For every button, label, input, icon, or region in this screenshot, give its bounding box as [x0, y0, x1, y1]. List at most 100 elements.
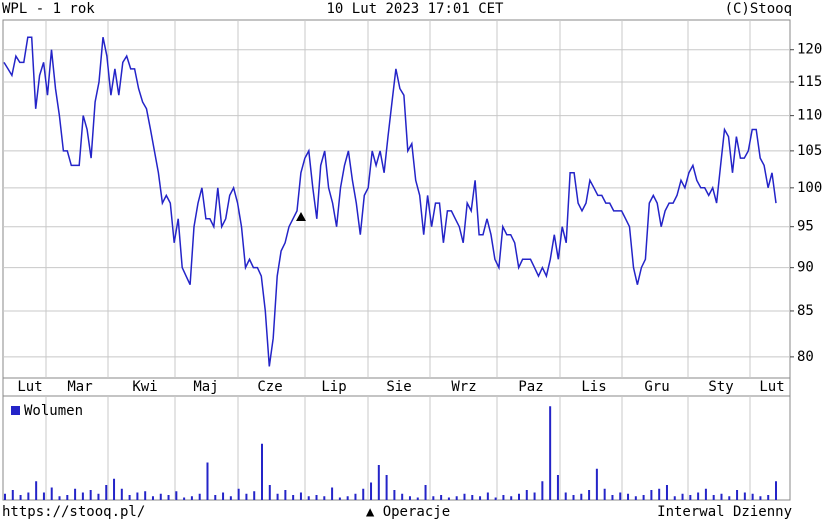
- volume-bar: [720, 493, 723, 500]
- volume-bar: [549, 406, 552, 500]
- volume-bar: [97, 493, 100, 500]
- volume-bar: [743, 492, 746, 500]
- volume-bar: [673, 496, 676, 500]
- volume-bar: [681, 493, 684, 500]
- volume-bar: [393, 490, 396, 500]
- footer-interval: Interwal Dzienny: [657, 504, 792, 520]
- volume-bar: [595, 468, 598, 500]
- volume-bar: [665, 485, 668, 500]
- volume-bar: [588, 490, 591, 500]
- volume-bar: [128, 495, 131, 500]
- legend-swatch: [11, 406, 20, 415]
- month-label: Sty: [708, 379, 733, 395]
- volume-bar: [759, 496, 762, 500]
- volume-bar: [712, 495, 715, 500]
- volume-bar: [346, 496, 349, 500]
- month-label: Lut: [759, 379, 784, 395]
- volume-bar: [229, 496, 232, 500]
- volume-bar: [89, 490, 92, 500]
- volume-bar: [206, 462, 209, 500]
- volume-bar: [767, 495, 770, 500]
- volume-bar: [198, 493, 201, 500]
- volume-bar: [689, 495, 692, 500]
- volume-bar: [315, 495, 318, 500]
- volume-bar: [159, 493, 162, 500]
- volume-bar: [268, 485, 271, 500]
- volume-frame: [2, 395, 791, 501]
- volume-bar: [518, 493, 520, 500]
- volume-bar: [338, 497, 341, 500]
- y-tick-label: 90: [797, 260, 814, 276]
- volume-bar: [120, 488, 123, 500]
- volume-bar: [650, 490, 653, 500]
- volume-bar: [299, 492, 302, 500]
- date: 10 Lut 2023 17:01 CET: [326, 1, 504, 17]
- volume-bar: [447, 497, 450, 500]
- month-label: Sie: [386, 379, 411, 395]
- volume-bar: [74, 488, 77, 500]
- volume-bar: [370, 482, 373, 500]
- footer-legend: ▲ Operacje: [366, 504, 450, 520]
- volume-bar: [775, 481, 777, 500]
- operation-marker: [296, 212, 306, 221]
- volume-bar: [408, 496, 411, 500]
- y-tick-label: 80: [797, 349, 814, 365]
- month-label: Cze: [257, 379, 282, 395]
- volume-bar: [50, 487, 53, 500]
- volume-bar: [42, 492, 45, 500]
- volume-bar: [222, 492, 225, 500]
- volume-bar: [354, 493, 357, 500]
- volume-bar: [58, 496, 61, 500]
- footer-url: https://stooq.pl/: [2, 504, 145, 520]
- volume-bar: [19, 495, 22, 500]
- y-tick-label: 95: [797, 219, 814, 235]
- volume-bar: [728, 496, 731, 500]
- volume-bar: [564, 492, 567, 500]
- volume-bar: [556, 475, 559, 500]
- volume-bar: [35, 481, 38, 500]
- volume-bar: [572, 495, 575, 500]
- volume-bar: [362, 488, 365, 500]
- y-tick-label: 105: [797, 143, 822, 159]
- volume-bar: [377, 465, 380, 500]
- volume-bar: [253, 491, 256, 500]
- month-label: Lip: [321, 379, 346, 395]
- month-label: Mar: [67, 379, 92, 395]
- price-line: [3, 36, 777, 367]
- y-tick-label: 100: [797, 180, 822, 196]
- y-tick-label: 120: [797, 42, 822, 58]
- volume-bar: [736, 490, 739, 500]
- volume-bar: [440, 495, 443, 500]
- volume-bar: [113, 478, 116, 500]
- volume-bar: [486, 492, 489, 500]
- month-label: Wrz: [451, 379, 476, 395]
- volume-bar: [105, 485, 108, 500]
- legend-label: Wolumen: [24, 403, 83, 419]
- volume-bar: [697, 492, 700, 500]
- volume-bar: [175, 491, 178, 500]
- volume-bar: [642, 495, 645, 500]
- volume-bar: [541, 481, 544, 500]
- volume-bar: [237, 488, 240, 500]
- volume-bar: [11, 490, 14, 500]
- source: (C)Stooq: [725, 1, 792, 17]
- volume-bar: [525, 490, 528, 500]
- month-label: Lut: [17, 379, 42, 395]
- volume-bar: [424, 485, 427, 500]
- volume-bar: [190, 496, 193, 500]
- volume-bar: [502, 495, 505, 500]
- volume-bar: [214, 495, 217, 500]
- volume-bar: [151, 496, 154, 500]
- volume-bar: [416, 497, 419, 500]
- volume-bar: [4, 493, 6, 500]
- volume-bar: [323, 496, 326, 500]
- volume-bar: [136, 492, 139, 500]
- month-label: Lis: [581, 379, 606, 395]
- volume-bar: [167, 495, 170, 500]
- volume-bar: [494, 497, 497, 500]
- volume-bar: [751, 493, 754, 500]
- volume-bar: [183, 497, 186, 500]
- volume-bar: [619, 492, 622, 500]
- month-label: Paz: [518, 379, 543, 395]
